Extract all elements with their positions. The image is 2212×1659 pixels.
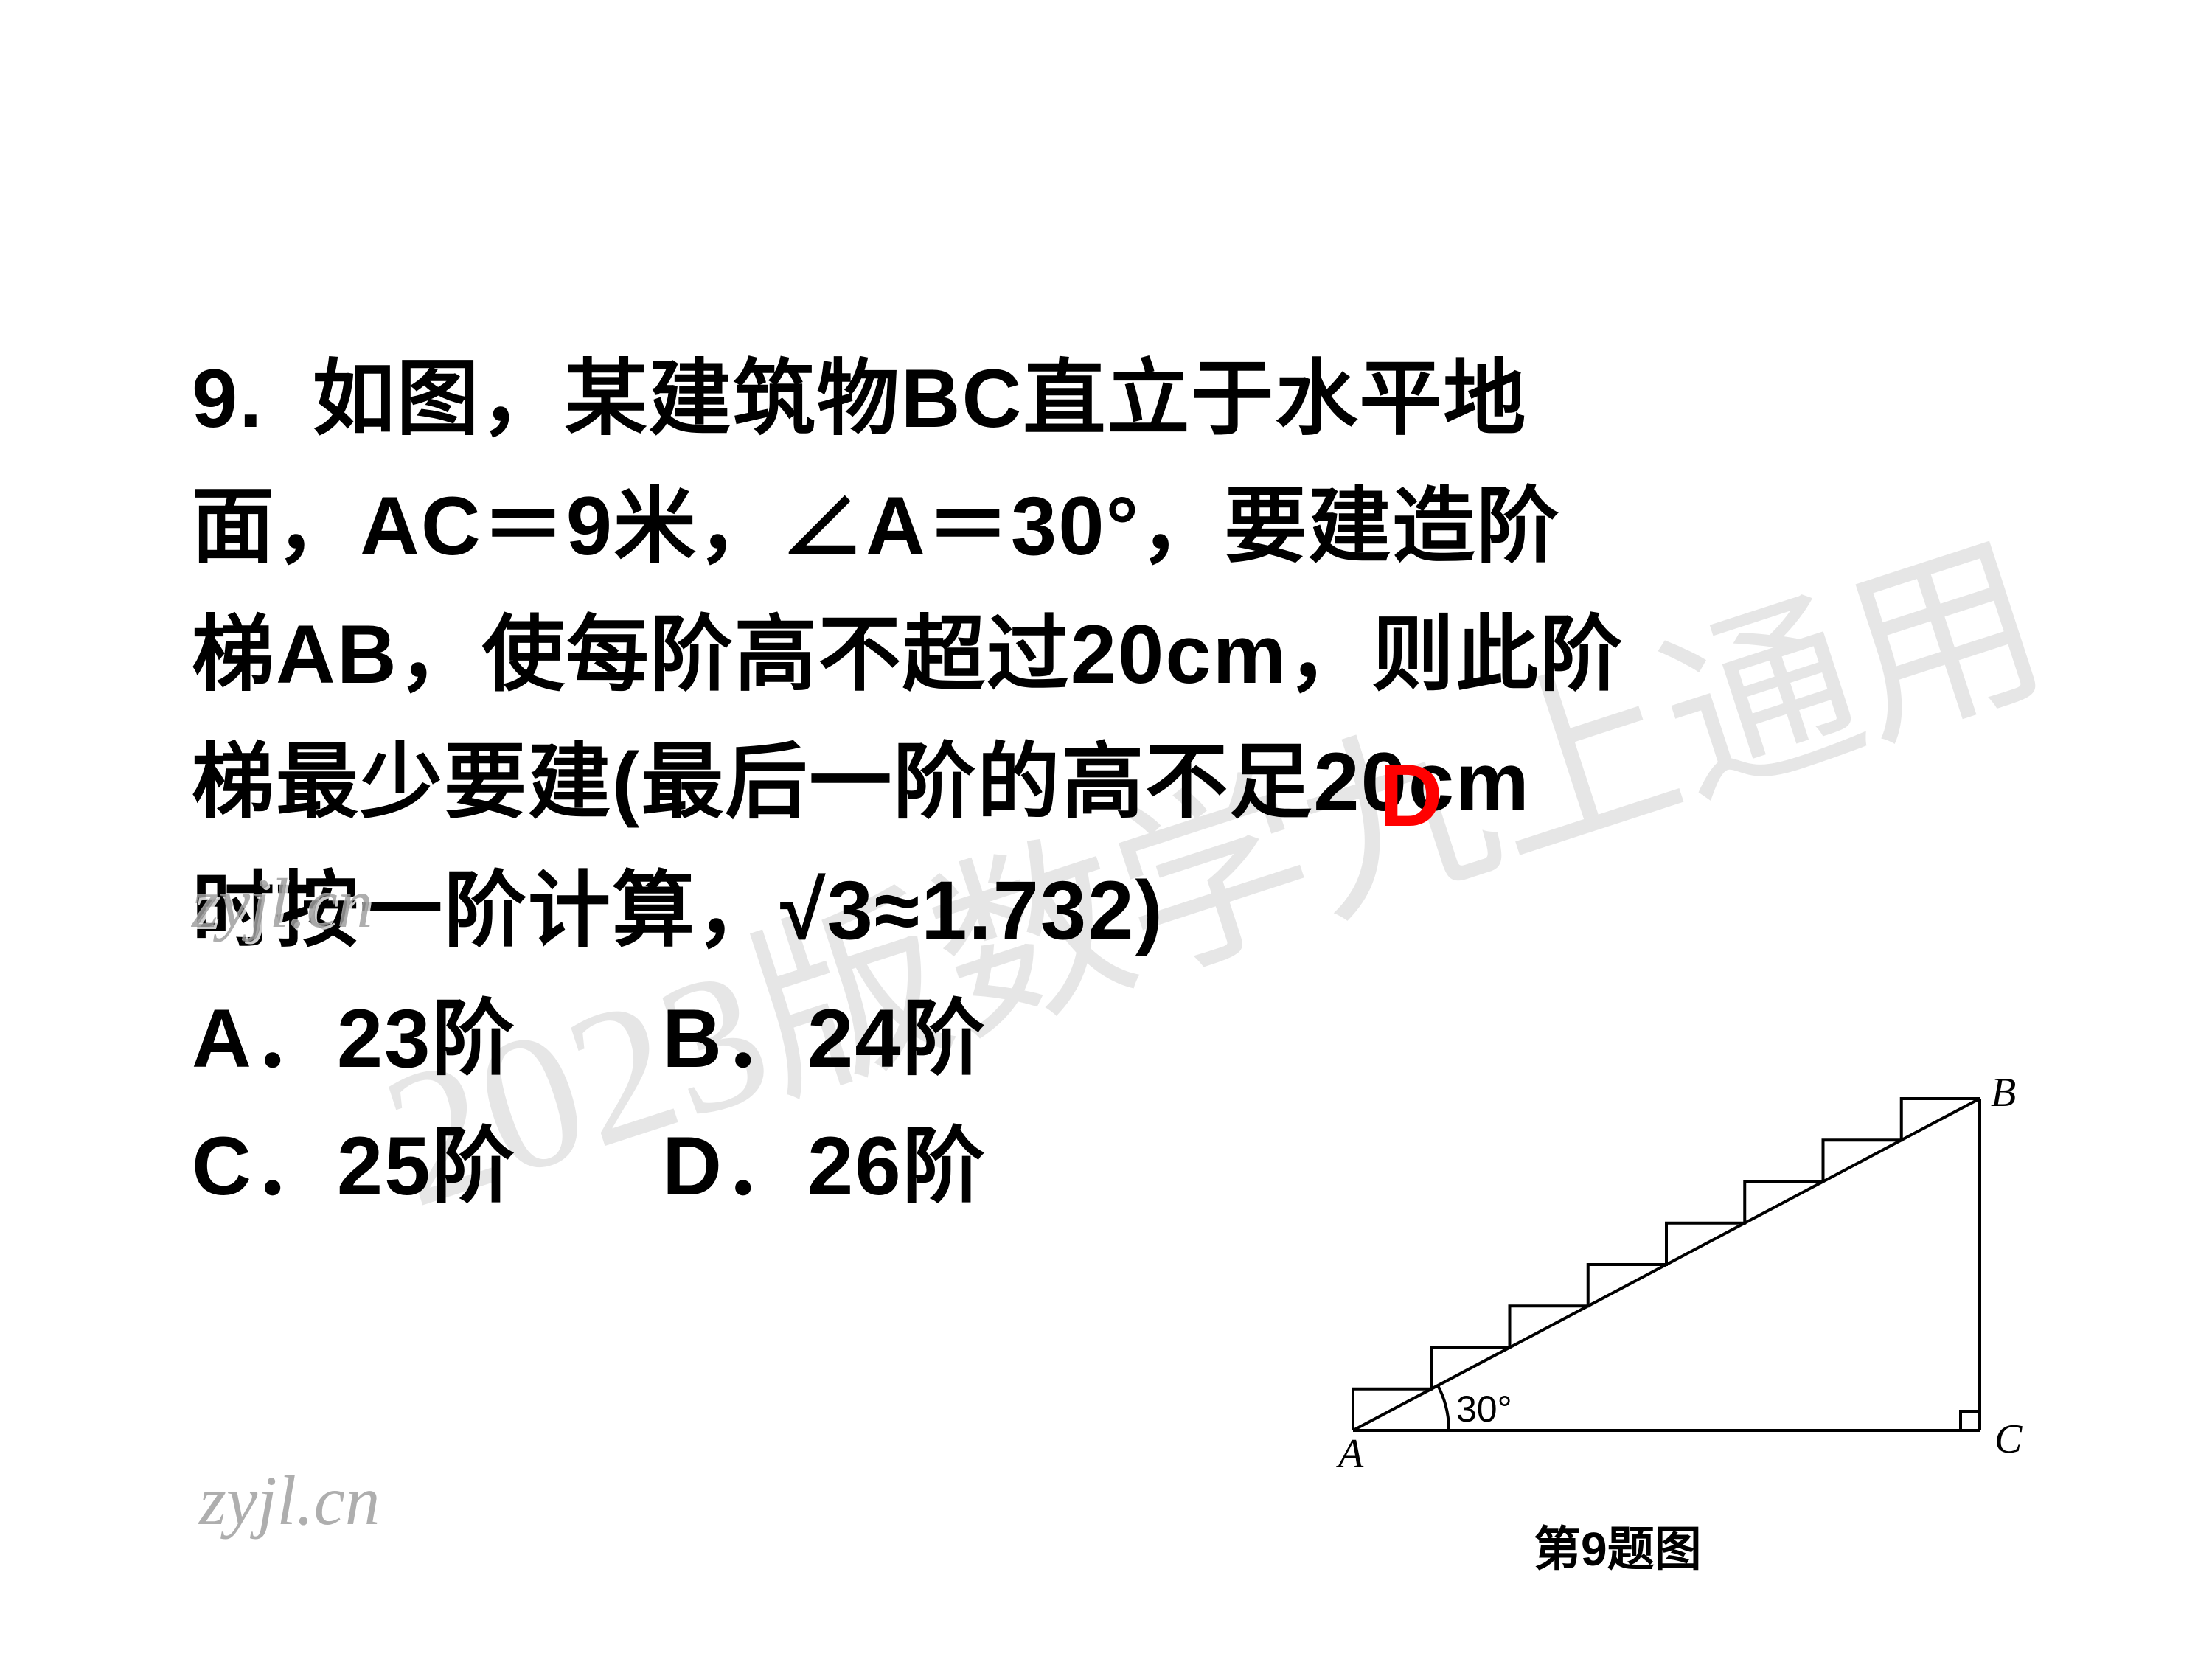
label-b: B [1991,1070,2016,1116]
q-line2: 面，AC＝9米，∠A＝30°，要建造阶 [192,480,1560,572]
option-c: C．25阶 [192,1120,515,1212]
diagram-caption: 第9题图 [1534,1512,1702,1579]
option-d: D．26阶 [662,1120,986,1212]
q-line4: 梯最少要建(最后一阶的高不足20cm [192,736,1531,828]
q-line1: 9. 如图，某建筑物BC直立于水平地 [192,352,1527,445]
q-line3: 梯AB，使每阶高不超过20cm，则此阶 [192,608,1624,700]
watermark-site-1: zyjl.cn [192,863,372,944]
label-c: C [1994,1416,2023,1462]
option-b: B．24阶 [662,992,986,1085]
stairs-diagram: A B C 30° [1331,1069,2046,1489]
option-a: A．23阶 [192,992,515,1085]
watermark-site-2: zyjl.cn [199,1460,380,1541]
label-a: A [1335,1431,1364,1477]
answer-letter: D [1379,745,1443,846]
angle-label: 30° [1456,1388,1512,1430]
